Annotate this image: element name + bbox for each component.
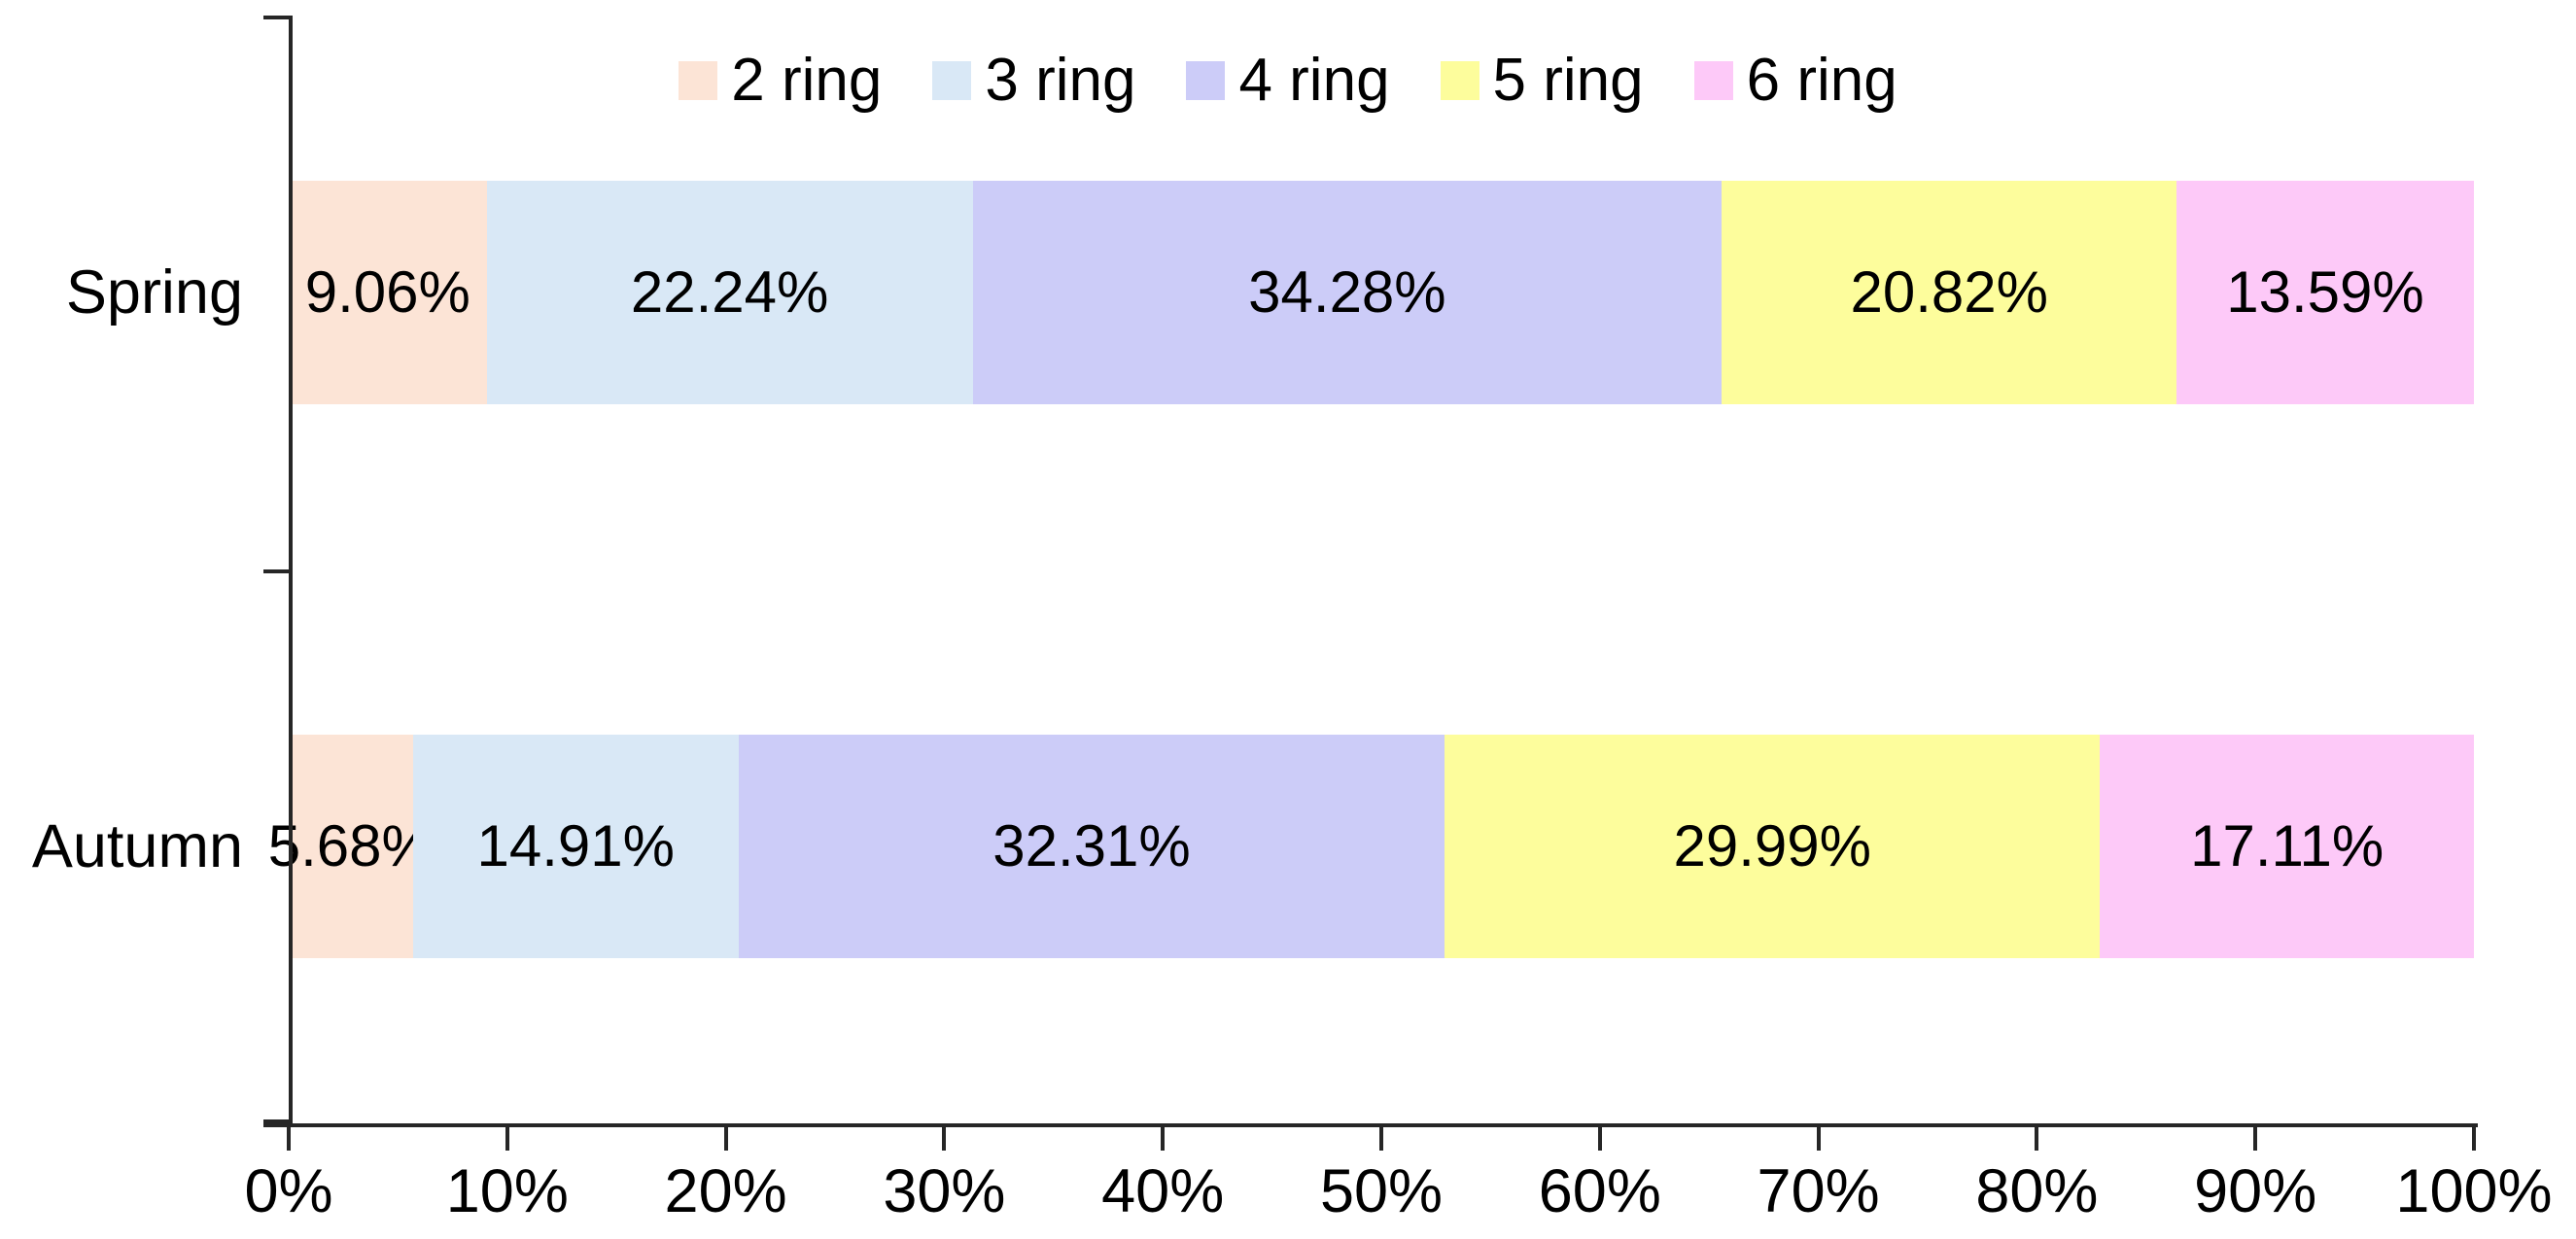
legend-label: 2 ring	[731, 47, 883, 114]
legend-swatch-icon	[932, 61, 972, 100]
x-axis-tick	[1597, 1125, 1602, 1151]
bar-segment-autumn-5-ring: 29.99%	[1445, 735, 2101, 958]
segment-value-label: 14.91%	[476, 813, 676, 878]
x-axis-tick	[2472, 1125, 2476, 1151]
plot-area: 9.06% 22.24% 34.28% 20.82% 13.59% 5.68% 14.91%…	[268, 16, 2474, 1127]
legend: 2 ring 3 ring 4 ring 5 ring 6 ring	[0, 37, 2576, 124]
category-band-spring: 9.06% 22.24% 34.28% 20.82% 13.59%	[289, 16, 2474, 569]
legend-label: 4 ring	[1238, 47, 1390, 114]
segment-value-label: 29.99%	[1673, 813, 1872, 878]
legend-swatch-icon	[1693, 61, 1733, 100]
segment-value-label: 13.59%	[2226, 259, 2424, 325]
legend-item-3: 4 ring	[1186, 47, 1390, 114]
x-axis-tick-label: 100%	[2395, 1157, 2553, 1225]
x-axis-tick-label: 50%	[1319, 1157, 1444, 1225]
x-axis-tick-label: 40%	[1101, 1157, 1225, 1225]
x-axis-tick	[1379, 1125, 1383, 1151]
segment-value-label: 9.06%	[304, 259, 470, 325]
x-axis-tick	[505, 1125, 509, 1151]
legend-swatch-icon	[679, 61, 718, 100]
category-band-autumn: 5.68% 14.91% 32.31% 29.99% 17.11%	[268, 569, 2474, 1123]
bar-segment-spring-2-ring: 9.06%	[289, 181, 487, 404]
bar-segment-autumn-4-ring: 32.31%	[738, 735, 1445, 958]
legend-label: 6 ring	[1746, 47, 1897, 114]
x-axis-tick-label: 10%	[445, 1157, 569, 1225]
x-axis-tick	[287, 1125, 291, 1151]
stacked-bar-spring: 9.06% 22.24% 34.28% 20.82% 13.59%	[289, 181, 2474, 404]
x-axis-tick	[1161, 1125, 1166, 1151]
x-axis-tick	[942, 1125, 947, 1151]
x-axis-tick	[723, 1125, 728, 1151]
bar-segment-spring-6-ring: 13.59%	[2176, 181, 2474, 404]
x-axis: 0% 10% 20% 30% 40% 50% 60% 70% 80% 90% 100%	[244, 1125, 2553, 1239]
y-axis-line	[289, 16, 293, 1127]
bar-segment-spring-3-ring: 22.24%	[486, 181, 973, 404]
segment-value-label: 34.28%	[1248, 259, 1446, 325]
legend-item-5: 6 ring	[1693, 47, 1897, 114]
bar-segment-autumn-6-ring: 17.11%	[2100, 735, 2474, 958]
segment-value-label: 17.11%	[2190, 813, 2385, 878]
x-axis-tick-label: 80%	[1975, 1157, 2099, 1225]
x-axis-tick-label: 30%	[883, 1157, 1006, 1225]
y-axis-tick	[263, 569, 289, 573]
segment-value-label: 20.82%	[1850, 259, 2048, 325]
segment-value-label: 22.24%	[630, 259, 829, 325]
x-axis-tick-label: 20%	[664, 1157, 787, 1225]
legend-item-1: 2 ring	[679, 51, 882, 111]
x-axis-tick-label: 60%	[1538, 1157, 1661, 1225]
legend-item-4: 5 ring	[1440, 47, 1644, 114]
stacked-bar-autumn: 5.68% 14.91% 32.31% 29.99% 17.11%	[268, 735, 2474, 958]
y-axis-tick	[263, 16, 289, 19]
bar-segment-spring-5-ring: 20.82%	[1722, 181, 2177, 404]
y-axis-tick	[263, 1119, 289, 1123]
x-axis-line	[263, 1123, 2478, 1127]
legend-swatch-icon	[1186, 61, 1226, 100]
x-axis-tick	[2253, 1125, 2258, 1151]
x-axis-tick	[1816, 1125, 1821, 1151]
x-axis-tick	[2035, 1125, 2039, 1151]
bar-segment-spring-4-ring: 34.28%	[972, 181, 1723, 404]
segment-value-label: 5.68%	[267, 813, 434, 878]
bar-segment-autumn-3-ring: 14.91%	[412, 735, 739, 958]
x-axis-tick-label: 70%	[1757, 1157, 1880, 1225]
legend-swatch-icon	[1440, 61, 1479, 100]
bar-segment-autumn-2-ring: 5.68%	[268, 735, 434, 958]
category-label-spring: Spring	[65, 258, 243, 327]
legend-label: 3 ring	[985, 47, 1136, 114]
category-label-autumn: Autumn	[31, 812, 243, 880]
legend-item-2: 3 ring	[932, 51, 1135, 111]
x-axis-tick-label: 90%	[2194, 1157, 2317, 1225]
legend-label: 5 ring	[1492, 47, 1644, 114]
x-axis-tick-label: 0%	[244, 1157, 333, 1225]
segment-value-label: 32.31%	[992, 813, 1191, 878]
